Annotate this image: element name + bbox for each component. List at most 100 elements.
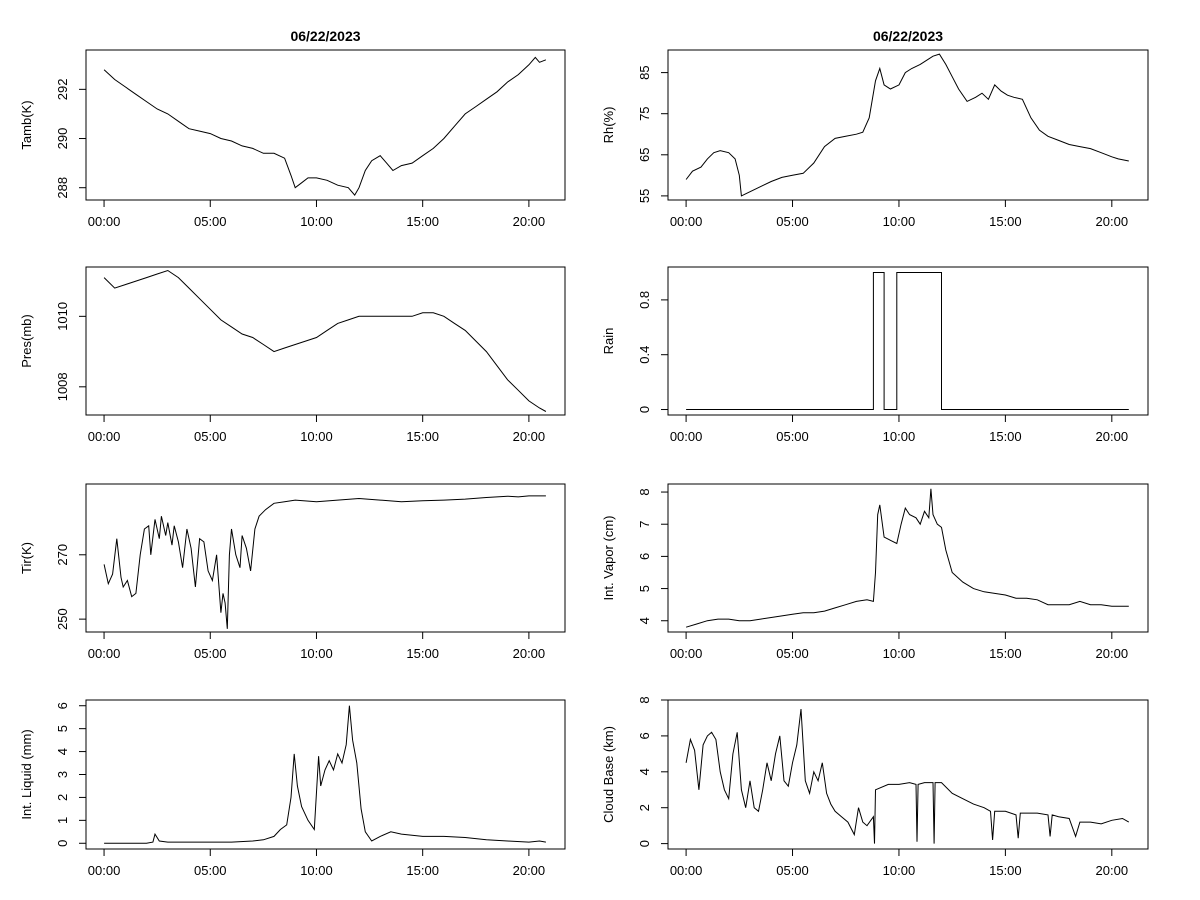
x-tick-label: 00:00	[88, 646, 121, 661]
y-axis-label: Pres(mb)	[19, 314, 34, 367]
y-tick-label: 65	[637, 148, 652, 162]
x-tick-label: 10:00	[883, 863, 916, 878]
panel-7: Int. Liquid (mm) 00:00 05:00 10:00 15:00 20:0…	[19, 699, 566, 878]
x-tick-label: 15:00	[406, 214, 439, 229]
x-tick-label: 20:00	[513, 214, 546, 229]
y-tick-label: 85	[637, 65, 652, 79]
x-tick-label: 15:00	[989, 214, 1022, 229]
x-tick-label: 00:00	[88, 863, 121, 878]
y-tick-label: 5	[637, 585, 652, 592]
x-tick-label: 00:00	[88, 429, 121, 444]
x-tick-label: 15:00	[989, 429, 1022, 444]
series-line	[103, 495, 546, 629]
y-axis-label: Tir(K)	[19, 542, 34, 574]
panel-1: 06/22/2023 Tamb(K) 00:00 05:00 10:00 15:00 20:…	[19, 28, 566, 229]
x-tick-label: 00:00	[670, 863, 703, 878]
x-tick-label: 05:00	[194, 863, 227, 878]
x-tick-label: 05:00	[194, 429, 227, 444]
x-tick-label: 15:00	[406, 863, 439, 878]
x-tick-label: 20:00	[1096, 214, 1129, 229]
y-tick-label: 8	[637, 488, 652, 495]
x-tick-label: 05:00	[776, 863, 809, 878]
series-line	[103, 56, 547, 196]
x-tick-label: 05:00	[194, 646, 227, 661]
y-tick-label: 288	[55, 177, 70, 199]
chart-title: 06/22/2023	[290, 28, 360, 44]
y-tick-label: 1010	[55, 302, 70, 331]
x-tick-label: 00:00	[670, 646, 703, 661]
series-line	[686, 272, 1129, 410]
plot-frame	[667, 483, 1149, 633]
y-tick-label: 4	[637, 617, 652, 624]
plot-frame	[85, 49, 566, 201]
y-tick-label: 5	[55, 725, 70, 732]
y-tick-label: 4	[55, 748, 70, 755]
chart-title: 06/22/2023	[873, 28, 943, 44]
plot-frame	[667, 699, 1149, 850]
plot-frame	[85, 483, 566, 633]
y-tick-label: 6	[637, 553, 652, 560]
y-tick-label: 6	[637, 732, 652, 739]
panel-8: Cloud Base (km) 00:00 05:00 10:00 15:00 20:00…	[601, 696, 1149, 878]
x-tick-label: 00:00	[670, 429, 703, 444]
x-tick-label: 15:00	[406, 646, 439, 661]
series-line	[685, 708, 1130, 844]
plot-frame	[667, 266, 1149, 416]
panel-3: Pres(mb) 00:00 05:00 10:00 15:00 20:00 1008 101…	[19, 266, 566, 444]
y-tick-label: 1008	[55, 372, 70, 401]
y-tick-label: 8	[637, 696, 652, 703]
x-tick-label: 10:00	[883, 429, 916, 444]
x-tick-label: 10:00	[300, 429, 333, 444]
y-axis-label: Int. Liquid (mm)	[19, 729, 34, 819]
x-tick-label: 10:00	[300, 863, 333, 878]
y-tick-label: 290	[55, 128, 70, 150]
x-tick-label: 20:00	[1096, 646, 1129, 661]
x-tick-label: 10:00	[300, 646, 333, 661]
y-tick-label: 3	[55, 771, 70, 778]
y-tick-label: 55	[637, 189, 652, 203]
plot-frame	[667, 49, 1149, 201]
plot-frame	[85, 266, 566, 416]
y-tick-label: 1	[55, 817, 70, 824]
y-tick-label: 6	[55, 702, 70, 709]
y-tick-label: 0	[55, 840, 70, 847]
x-tick-label: 15:00	[406, 429, 439, 444]
x-tick-label: 05:00	[194, 214, 227, 229]
x-tick-label: 20:00	[1096, 863, 1129, 878]
x-tick-label: 05:00	[776, 429, 809, 444]
x-tick-label: 10:00	[883, 214, 916, 229]
y-tick-label: 75	[637, 106, 652, 120]
x-tick-label: 00:00	[88, 214, 121, 229]
x-tick-label: 20:00	[513, 863, 546, 878]
y-axis-label: Int. Vapor (cm)	[601, 515, 616, 600]
panel-5: Tir(K) 00:00 05:00 10:00 15:00 20:00 250 270	[19, 483, 566, 661]
panel-4: Rain 00:00 05:00 10:00 15:00 20:00 0 0.4 0.8	[601, 266, 1149, 444]
y-tick-label: 0.4	[637, 346, 652, 364]
y-axis-label: Rh(%)	[601, 107, 616, 144]
x-tick-label: 20:00	[1096, 429, 1129, 444]
x-tick-label: 15:00	[989, 863, 1022, 878]
x-tick-label: 15:00	[989, 646, 1022, 661]
y-tick-label: 270	[55, 544, 70, 566]
y-tick-label: 250	[55, 608, 70, 630]
y-tick-label: 0.8	[637, 291, 652, 309]
y-tick-label: 2	[55, 794, 70, 801]
y-tick-label: 2	[637, 804, 652, 811]
y-axis-label: Cloud Base (km)	[601, 726, 616, 823]
y-tick-label: 4	[637, 768, 652, 775]
x-tick-label: 20:00	[513, 429, 546, 444]
panel-2: 06/22/2023 Rh(%) 00:00 05:00 10:00 15:00 20:00…	[601, 28, 1149, 229]
y-tick-label: 0	[637, 406, 652, 413]
y-tick-label: 292	[55, 78, 70, 100]
x-tick-label: 05:00	[776, 646, 809, 661]
y-axis-label: Tamb(K)	[19, 100, 34, 149]
y-tick-label: 7	[637, 521, 652, 528]
series-line	[103, 269, 547, 412]
series-line	[685, 53, 1129, 197]
x-tick-label: 10:00	[883, 646, 916, 661]
plot-frame	[85, 699, 566, 850]
x-tick-label: 00:00	[670, 214, 703, 229]
series-line	[104, 705, 546, 844]
y-axis-label: Rain	[601, 328, 616, 355]
